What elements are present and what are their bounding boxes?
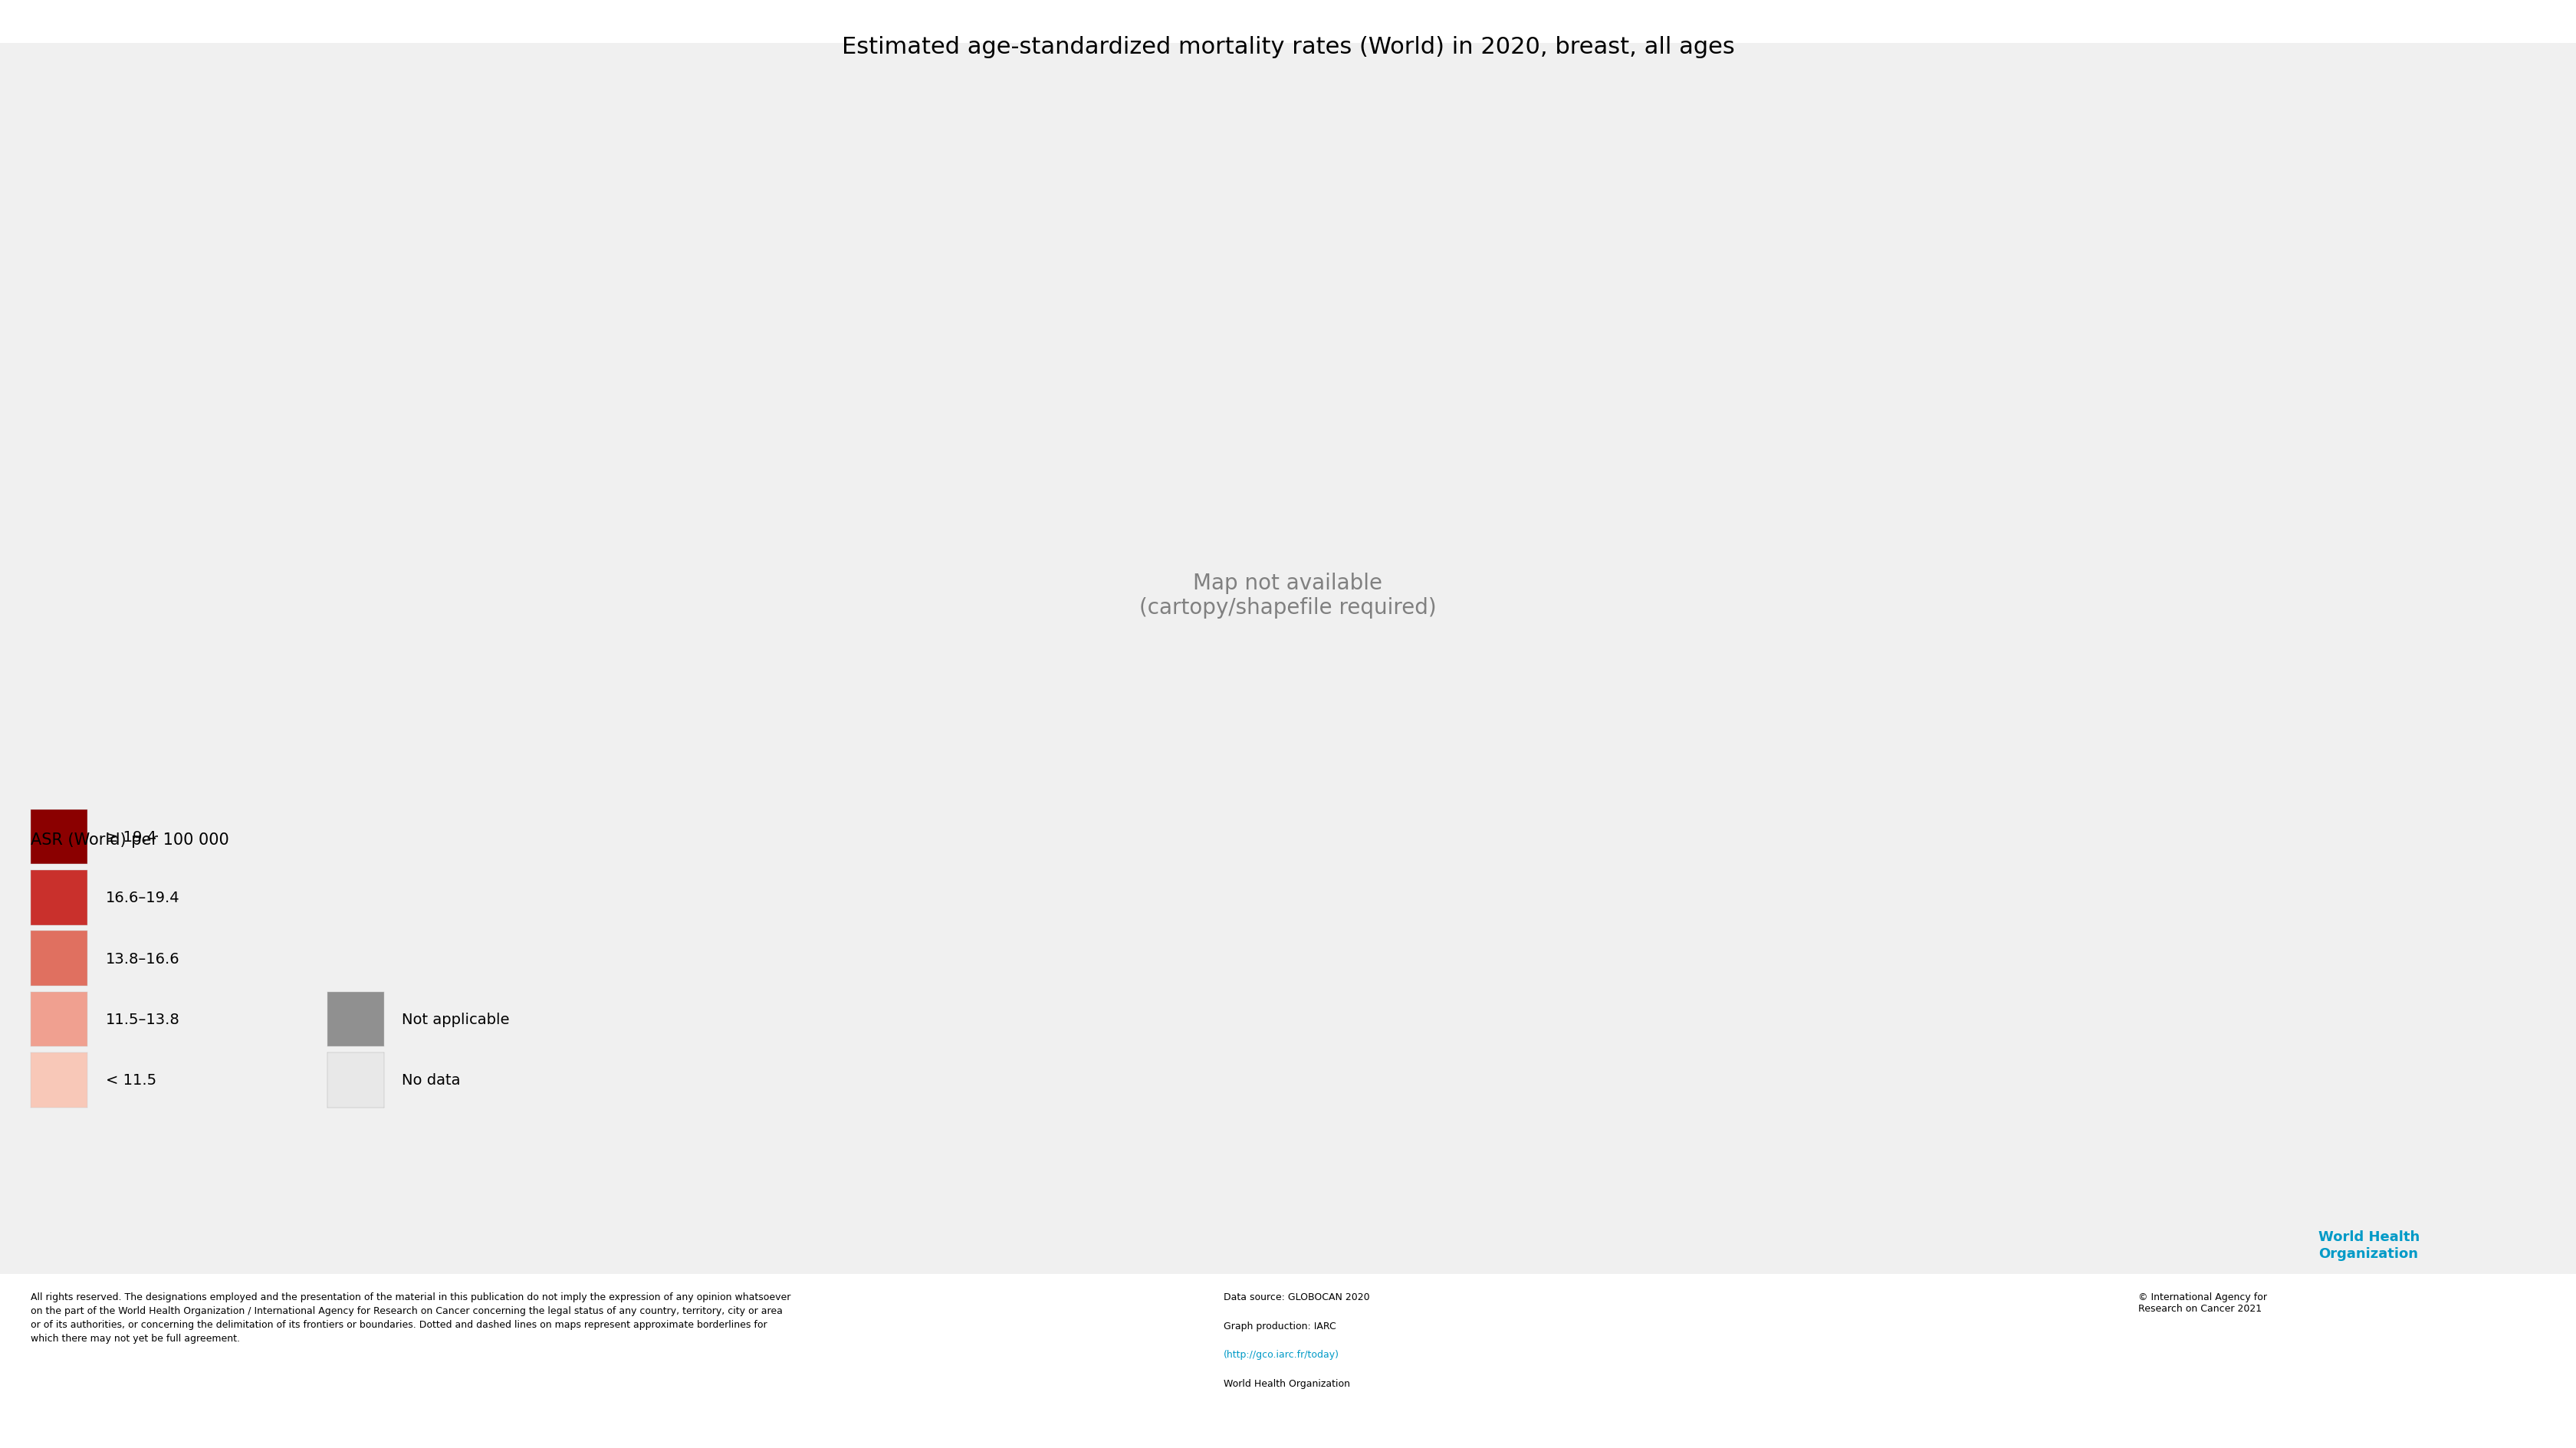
Text: Graph production: IARC: Graph production: IARC bbox=[1224, 1321, 1337, 1331]
Text: ≥ 19.4: ≥ 19.4 bbox=[106, 830, 157, 844]
Text: All rights reserved. The designations employed and the presentation of the mater: All rights reserved. The designations em… bbox=[31, 1292, 791, 1342]
Text: Map not available
(cartopy/shapefile required): Map not available (cartopy/shapefile req… bbox=[1139, 572, 1437, 618]
Text: World Health Organization: World Health Organization bbox=[1224, 1378, 1350, 1389]
Text: 13.8–16.6: 13.8–16.6 bbox=[106, 951, 180, 966]
Text: 11.5–13.8: 11.5–13.8 bbox=[106, 1012, 180, 1027]
Text: Not applicable: Not applicable bbox=[402, 1012, 510, 1027]
Text: Estimated age-standardized mortality rates (World) in 2020, breast, all ages: Estimated age-standardized mortality rat… bbox=[842, 36, 1734, 58]
Text: < 11.5: < 11.5 bbox=[106, 1073, 157, 1087]
Text: (http://gco.iarc.fr/today): (http://gco.iarc.fr/today) bbox=[1224, 1350, 1340, 1360]
Text: © International Agency for
Research on Cancer 2021: © International Agency for Research on C… bbox=[2138, 1292, 2267, 1313]
Text: Data source: GLOBOCAN 2020: Data source: GLOBOCAN 2020 bbox=[1224, 1292, 1370, 1302]
Text: No data: No data bbox=[402, 1073, 461, 1087]
Text: World Health
Organization: World Health Organization bbox=[2318, 1229, 2419, 1261]
Text: 16.6–19.4: 16.6–19.4 bbox=[106, 891, 180, 905]
Text: ASR (World) per 100 000: ASR (World) per 100 000 bbox=[31, 831, 229, 847]
